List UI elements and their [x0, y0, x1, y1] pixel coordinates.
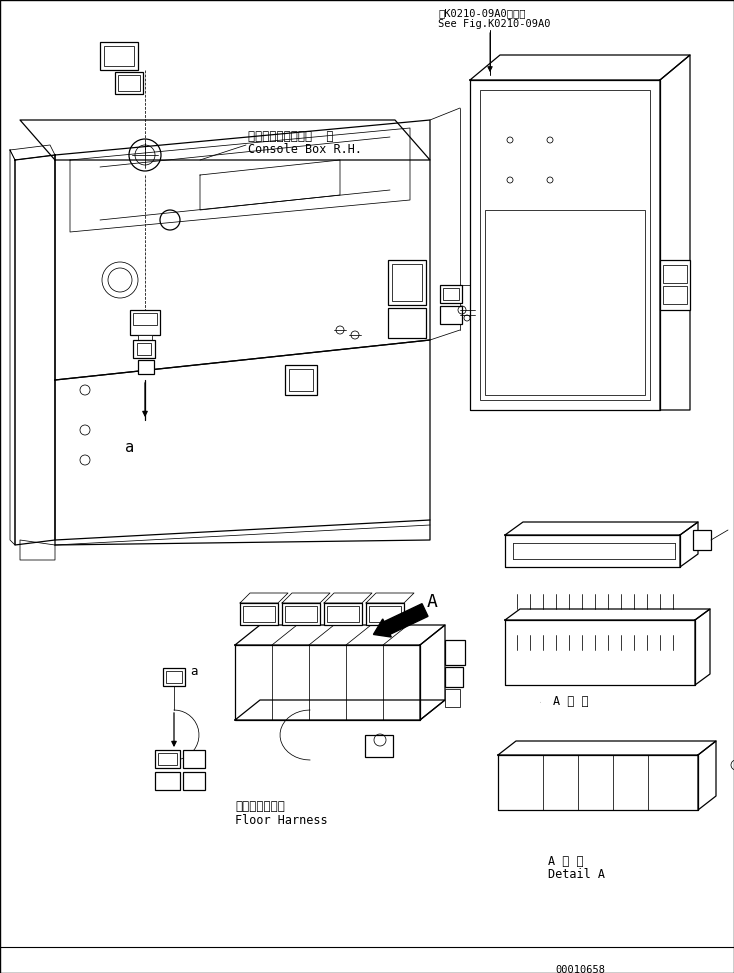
Text: コンソールボックス  右: コンソールボックス 右 — [248, 130, 333, 143]
Bar — [365, 735, 393, 757]
Bar — [289, 369, 313, 391]
Text: フロアハーネス: フロアハーネス — [235, 800, 285, 813]
Bar — [443, 288, 459, 300]
Bar — [163, 668, 185, 686]
Bar — [440, 306, 462, 324]
Bar — [366, 603, 404, 625]
Bar — [445, 667, 463, 687]
Bar — [133, 313, 157, 325]
Bar — [324, 603, 362, 625]
Bar — [155, 750, 180, 768]
Text: A: A — [540, 702, 541, 703]
Text: Floor Harness: Floor Harness — [235, 814, 327, 827]
Bar — [693, 530, 711, 550]
Bar — [485, 210, 645, 395]
Bar — [133, 340, 155, 358]
Bar — [660, 260, 690, 310]
Bar — [104, 46, 134, 66]
Bar — [480, 90, 650, 400]
Bar — [285, 365, 317, 395]
Bar — [392, 264, 422, 301]
Bar — [183, 772, 205, 790]
Bar — [240, 603, 278, 625]
Bar — [118, 75, 140, 91]
Bar — [166, 671, 182, 683]
Text: 第K0210-09A0図参照: 第K0210-09A0図参照 — [438, 8, 526, 18]
Bar — [285, 606, 317, 622]
Bar — [138, 360, 154, 374]
Bar — [369, 606, 401, 622]
Bar — [158, 753, 177, 765]
Bar — [130, 310, 160, 335]
Bar — [282, 603, 320, 625]
Bar — [388, 308, 426, 338]
Bar — [440, 285, 462, 303]
Bar — [663, 265, 687, 283]
Text: a: a — [125, 440, 134, 455]
Bar — [327, 606, 359, 622]
Bar — [243, 606, 275, 622]
Bar — [183, 750, 205, 768]
Bar — [445, 640, 465, 665]
Text: See Fig.K0210-09A0: See Fig.K0210-09A0 — [438, 19, 550, 29]
Text: Console Box R.H.: Console Box R.H. — [248, 143, 362, 156]
Bar — [138, 335, 152, 355]
Text: Detail A: Detail A — [548, 868, 605, 881]
Bar — [663, 286, 687, 304]
Text: A 詳 細: A 詳 細 — [548, 855, 584, 868]
Bar — [155, 772, 180, 790]
Bar — [445, 689, 460, 707]
Text: a: a — [190, 665, 197, 678]
Bar — [388, 260, 426, 305]
Bar — [115, 72, 143, 94]
Bar — [137, 343, 151, 355]
Text: A: A — [427, 593, 438, 611]
Text: 00010658: 00010658 — [555, 965, 605, 973]
Text: A 詳 細: A 詳 細 — [553, 695, 589, 708]
Bar — [100, 42, 138, 70]
FancyArrow shape — [374, 603, 428, 637]
